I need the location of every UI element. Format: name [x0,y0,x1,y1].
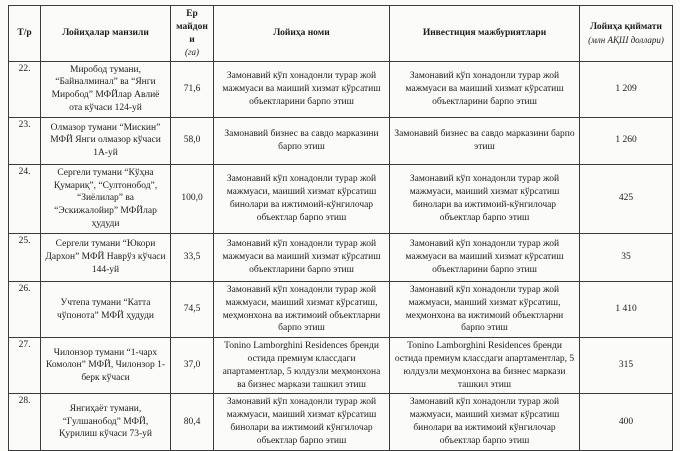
col-header-address: Лойиҳалар манзили [40,5,171,62]
row-number: 25. [8,232,41,282]
project-cost-value: 35 [579,232,673,282]
investment-obligations: Замонавий кўп хонадонли турар жой мажмуа… [389,280,580,339]
table-row: 27. Чилонзор тумани “1-чарх Комолон” МФЙ… [8,337,673,395]
land-area-value: 58,0 [170,116,214,165]
land-area-value: 71,6 [170,60,214,118]
project-cost-value: 1 260 [579,116,673,165]
col-header-area: Ер майдони (га) [170,5,214,62]
project-address: Сергели тумани “Кўҳна Қумариқ”, “Султоно… [40,163,171,234]
project-name: Замонавий бизнес ва савдо марказини барп… [213,116,390,165]
investment-obligations: Замонавий кўп хонадонли турар жой мажмуа… [389,163,580,234]
investment-obligations: Замонавий кўп хонадонли турар жой мажмуа… [389,232,580,282]
project-name: Замонавий кўп хонадонли турар жой мажмуа… [213,232,390,282]
col-header-investment: Инвестиция мажбуриятлари [389,5,580,62]
project-cost-value: 1 410 [579,280,673,339]
row-number: 24. [8,163,41,234]
table-row: 23. Олмазор тумани “Мискин” МФЙ Янги олм… [8,116,673,165]
table-row: 26. Учтепа тумани “Катта чўпонота” МФЙ ҳ… [8,280,673,339]
project-name: Замонавий кўп хонадонли турар жой мажмуа… [213,60,390,118]
project-cost-value: 1 209 [579,60,673,118]
project-address: Олмазор тумани “Мискин” МФЙ Янги олмазор… [40,116,171,165]
col-header-name: Лойиҳа номи [213,5,390,62]
land-area-value: 37,0 [170,337,214,395]
col-header-area-title: Ер майдони [176,9,208,45]
project-address: Учтепа тумани “Катта чўпонота” МФЙ ҳудуд… [40,280,171,339]
col-header-cost-unit: (млн АҚШ доллари) [588,34,664,45]
project-cost-value: 315 [579,337,673,395]
project-name: Замонавий кўп хонадонли турар жой мажмуа… [213,280,390,339]
investment-obligations: Замонавий кўп хонадонли турар жой мажмуа… [389,393,580,451]
project-address: Миробод тумани, “Байналминал” ва “Янги М… [40,60,171,118]
row-number: 28. [8,393,41,451]
project-name: Замонавий кўп хонадонли турар жой мажмуа… [213,163,390,234]
table-row: 25. Сергели тумани “Юкори Дархон” МФЙ На… [8,232,673,282]
investment-obligations: Замонавий кўп хонадонли турар жой мажмуа… [389,60,580,118]
row-number: 27. [8,337,41,395]
land-area-value: 33,5 [170,232,214,282]
row-number: 26. [8,280,41,339]
project-name: Tonino Lamborghini Residences бренди ост… [213,337,390,395]
project-name: Замонавий кўп хонадонли турар жой мажмуа… [213,393,390,451]
table-row: 28. Янгиҳаёт тумани, “Гулшанобод” МФЙ, Қ… [8,393,673,451]
header-row: Т/р Лойиҳалар манзили Ер майдони (га) Ло… [8,5,673,62]
row-number: 22. [8,60,41,118]
project-cost-value: 400 [579,393,673,451]
col-header-cost-title: Лойиҳа қиймати [590,21,662,32]
project-address: Янгиҳаёт тумани, “Гулшанобод” МФЙ, Қурил… [40,393,171,451]
row-number: 23. [8,116,41,165]
project-address: Чилонзор тумани “1-чарх Комолон” МФЙ, Чи… [40,337,171,395]
project-address: Сергели тумани “Юкори Дархон” МФЙ Наврўз… [40,232,171,282]
col-header-num: Т/р [8,5,41,62]
projects-table: Т/р Лойиҳалар манзили Ер майдони (га) Ло… [8,5,673,451]
table-row: 24. Сергели тумани “Кўҳна Қумариқ”, “Сул… [8,163,673,234]
land-area-value: 74,5 [170,280,214,339]
investment-obligations: Tonino Lamborghini Residences бренди ост… [389,337,580,395]
project-cost-value: 425 [579,163,673,234]
col-header-cost: Лойиҳа қиймати (млн АҚШ доллари) [579,5,673,62]
table-row: 22. Миробод тумани, “Байналминал” ва “Ян… [8,60,673,118]
land-area-value: 100,0 [170,163,214,234]
investment-obligations: Замонавий бизнес ва савдо марказини барп… [389,116,580,165]
col-header-area-unit: (га) [184,47,199,58]
land-area-value: 80,4 [170,393,214,451]
